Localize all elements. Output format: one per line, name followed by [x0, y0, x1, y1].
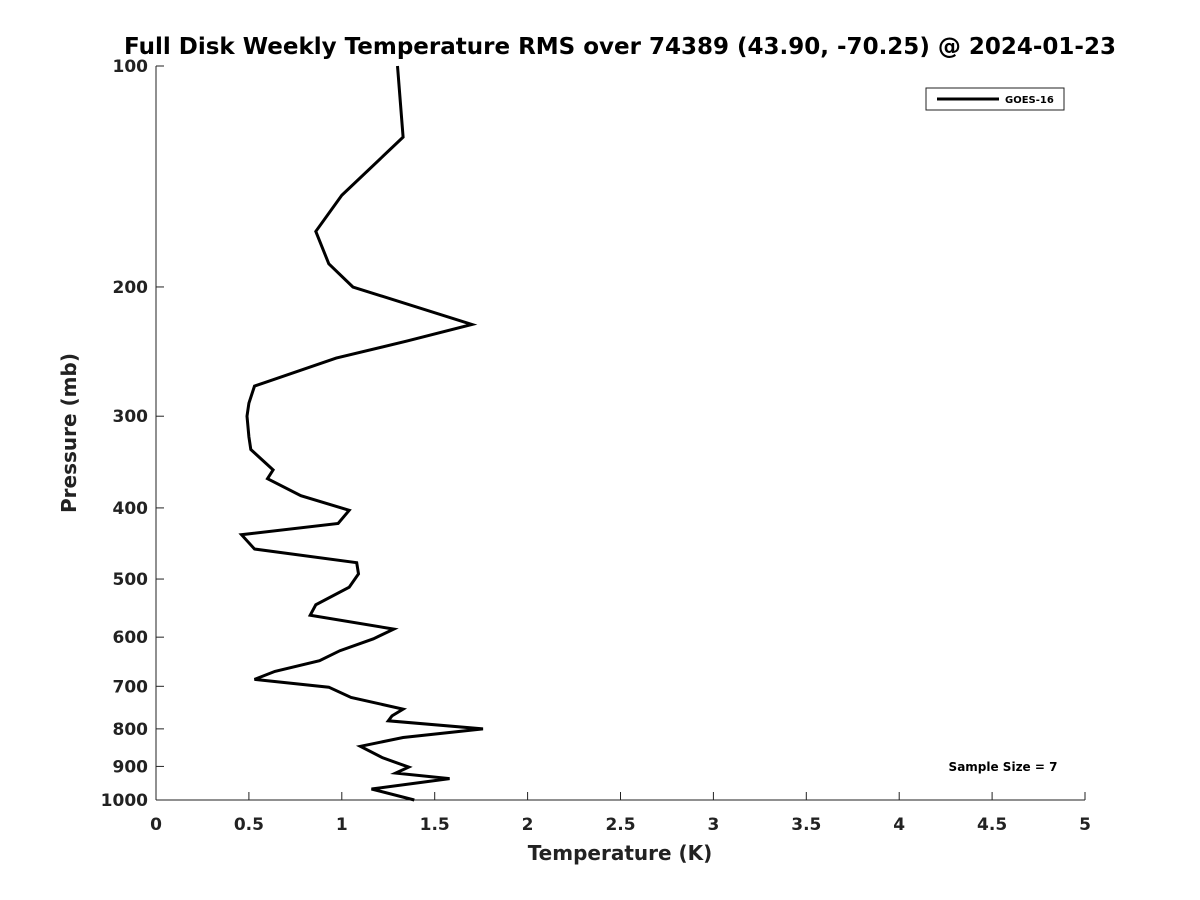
y-tick-label: 300	[113, 407, 149, 427]
x-tick-label: 4	[893, 815, 905, 835]
y-tick-label: 1000	[101, 791, 148, 811]
y-tick-label: 200	[113, 278, 149, 298]
y-tick-label: 900	[113, 757, 149, 777]
legend: GOES-16	[925, 87, 1065, 111]
x-tick-label: 2	[522, 815, 534, 835]
plot-area: 0 0.5 1 1.5 2 2.5 3 3.5 4 4.5 5 100 200 300 400 500 600…	[101, 57, 1091, 835]
x-tick-label: 3.5	[791, 815, 821, 835]
x-tick-label: 3	[707, 815, 719, 835]
y-axis-label: Pressure (mb)	[57, 353, 81, 513]
y-tick-label: 600	[113, 628, 149, 648]
y-tick-label: 800	[113, 720, 149, 740]
series-layer	[238, 65, 484, 802]
y-tick-label: 700	[113, 677, 149, 697]
series-line-goes-16	[238, 65, 484, 802]
x-ticks: 0 0.5 1 1.5 2 2.5 3 3.5 4 4.5 5	[150, 792, 1091, 835]
x-tick-label: 1	[336, 815, 348, 835]
x-tick-label: 0.5	[234, 815, 264, 835]
sample-size-annotation: Sample Size = 7	[949, 760, 1058, 774]
x-tick-label: 2.5	[605, 815, 635, 835]
y-tick-label: 400	[113, 499, 149, 519]
x-tick-label: 5	[1079, 815, 1091, 835]
x-tick-label: 1.5	[420, 815, 450, 835]
legend-label-goes-16: GOES-16	[1005, 95, 1054, 106]
y-ticks: 100 200 300 400 500 600 700 800 900 1000	[101, 57, 164, 811]
y-tick-label: 500	[113, 570, 149, 590]
chart-title: Full Disk Weekly Temperature RMS over 74…	[124, 34, 1116, 60]
x-axis-label: Temperature (K)	[528, 841, 713, 865]
x-tick-label: 4.5	[977, 815, 1007, 835]
y-tick-label: 100	[113, 57, 149, 77]
x-tick-label: 0	[150, 815, 162, 835]
